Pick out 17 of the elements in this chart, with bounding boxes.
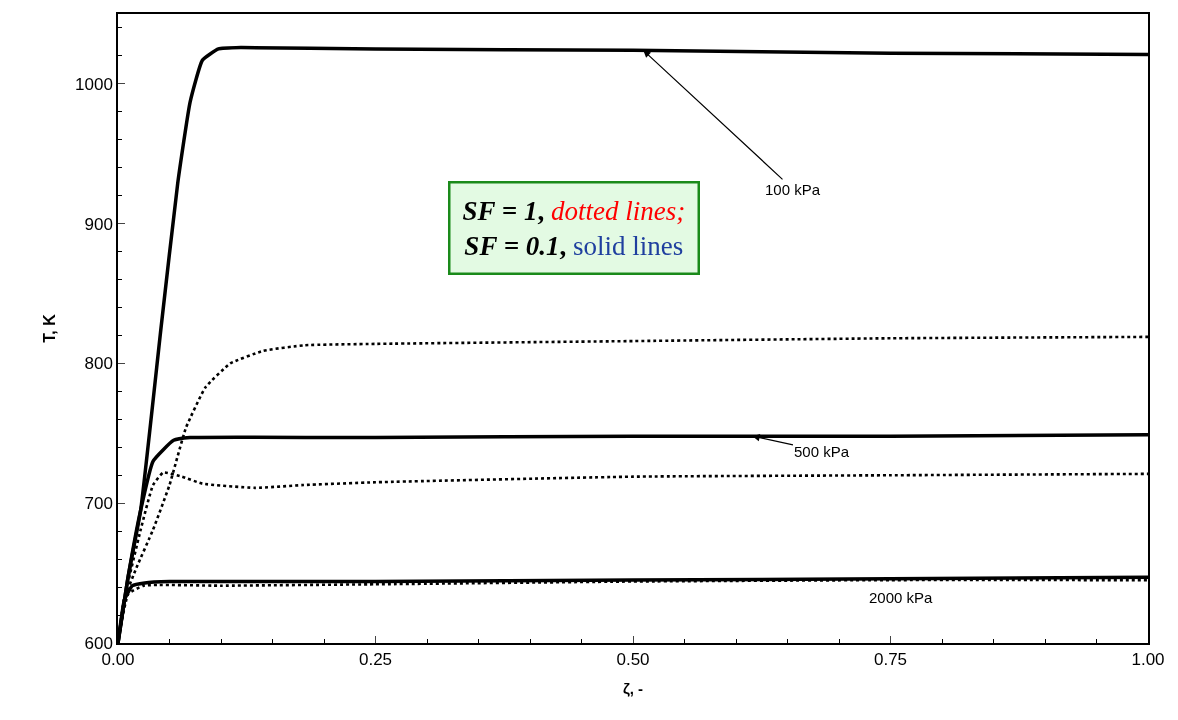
annotation: 100 kPa [765, 181, 821, 198]
y-axis-title: T, K [41, 313, 59, 343]
annotation: 500 kPa [794, 443, 850, 460]
y-tick-label: 900 [84, 214, 113, 234]
annotation: SF = 0.1, solid lines [464, 230, 684, 261]
x-tick-label: 0.75 [873, 650, 908, 670]
annotation: SF = 1, dotted lines; [462, 195, 686, 226]
y-tick-label: 700 [84, 494, 113, 514]
annotation: 2000 kPa [869, 589, 934, 606]
y-tick-label: 1000 [75, 74, 113, 94]
x-axis-title: ζ, - [622, 679, 644, 697]
x-tick-label: 0.25 [358, 650, 393, 670]
y-tick-label: 600 [84, 633, 113, 653]
x-tick-label: 0.50 [616, 650, 650, 670]
y-tick-label: 800 [84, 354, 113, 374]
x-tick-label: 1.00 [1131, 650, 1165, 670]
x-tick-label: 0.00 [101, 650, 135, 670]
